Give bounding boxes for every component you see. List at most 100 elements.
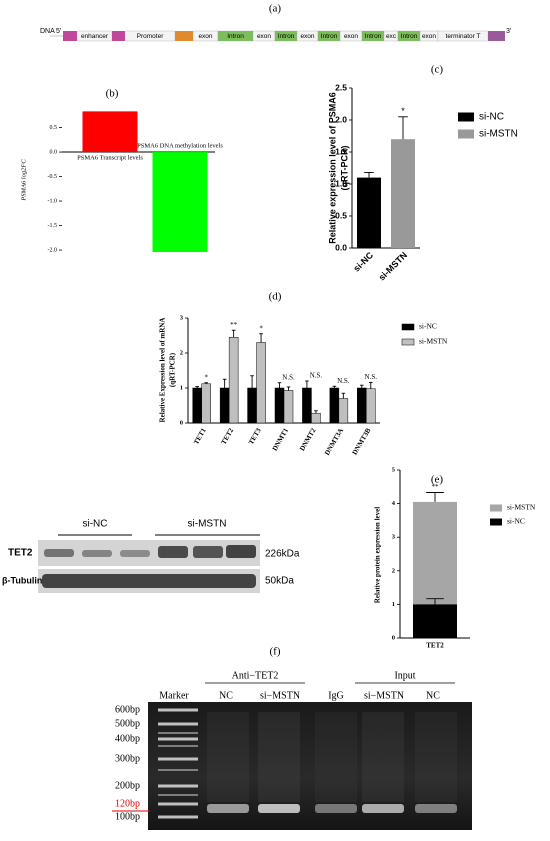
band <box>82 550 112 557</box>
smear <box>207 712 249 802</box>
gel-group: Anti−TET2 <box>232 670 279 681</box>
ladder-band <box>158 802 198 806</box>
y-tick-label: -1.5 <box>48 223 58 229</box>
ladder-band <box>158 784 198 788</box>
category-label: PSMA6 DNA methylation levels <box>137 143 223 150</box>
annotation: N.S. <box>337 377 350 385</box>
annotation: N.S. <box>365 373 378 381</box>
segment-label: exon <box>344 33 358 40</box>
ladder-band <box>158 794 198 796</box>
gene-block <box>488 31 505 41</box>
segment-label: exon <box>300 33 314 40</box>
ladder-band <box>158 732 198 734</box>
ladder-label: 120bp <box>115 798 140 809</box>
y-tick-label: 5 <box>392 466 396 473</box>
sample-band <box>258 804 300 813</box>
lane-label: NC <box>426 690 440 701</box>
sample-band <box>362 804 404 813</box>
lane-label: NC <box>219 690 233 701</box>
bar <box>192 387 202 424</box>
bar <box>274 387 285 424</box>
gel-group: Input <box>394 670 415 681</box>
panel-label: (c) <box>431 64 444 76</box>
blot-size: 226kDa <box>265 549 300 560</box>
segment-label: exc <box>386 33 397 40</box>
bar <box>338 398 349 424</box>
lane-label: si−MSTN <box>260 690 300 701</box>
band <box>44 549 74 557</box>
ladder-band <box>158 722 198 726</box>
band <box>226 545 256 558</box>
bar <box>256 342 266 424</box>
ladder-label: 200bp <box>115 780 140 791</box>
bar <box>219 387 230 424</box>
annotation: * <box>401 106 405 116</box>
y-tick-label: 1.0 <box>335 178 347 188</box>
segment-label: exon <box>422 33 436 40</box>
blot-row: TET2 <box>8 548 33 559</box>
y-tick-label: 2.0 <box>335 114 347 124</box>
y-tick-label: 0.5 <box>335 210 347 220</box>
segment-label: Intron <box>227 33 244 40</box>
y-axis-label: Relative Expression level of mRNA <box>159 318 167 423</box>
y-axis-label: (qRT-PCR) <box>339 146 349 191</box>
legend-swatch <box>458 112 474 122</box>
lane-label: si−MSTN <box>364 690 404 701</box>
y-axis-label: (qRT-PCR) <box>169 352 177 387</box>
segment-label: terminator T <box>446 33 481 40</box>
band <box>158 546 188 558</box>
segment-label: Intron <box>278 33 295 40</box>
sample-band <box>207 804 249 813</box>
ladder-band <box>158 769 198 771</box>
segment-label: Intron <box>365 33 382 40</box>
y-tick-label: 0 <box>180 419 183 426</box>
legend-swatch <box>490 518 502 526</box>
bar <box>391 139 415 248</box>
y-tick-label: -1.0 <box>48 198 58 204</box>
ladder-band <box>158 708 198 712</box>
bar <box>302 387 312 424</box>
ladder-band <box>158 757 198 761</box>
lane-label: Marker <box>159 690 189 701</box>
legend-label: si-NC <box>479 112 504 123</box>
ladder-label: 400bp <box>115 733 140 744</box>
gene-block <box>112 31 125 41</box>
bar <box>413 604 457 638</box>
panel-label: (d) <box>269 291 282 303</box>
blot-row: β-Tubulin <box>2 575 42 585</box>
gel-bands <box>158 708 457 819</box>
y-axis-label: PSMA6 log2FC <box>20 159 27 202</box>
ladder-label: 600bp <box>115 704 140 715</box>
segment-label: exon <box>257 33 271 40</box>
bar <box>228 337 239 424</box>
five-prime: 5' <box>56 28 61 35</box>
y-tick-label: 3 <box>392 534 396 541</box>
bar <box>366 388 376 424</box>
sample-band <box>315 804 357 813</box>
bar <box>247 387 257 424</box>
bar <box>329 387 340 424</box>
annotation: * <box>204 373 208 381</box>
legend-label: si-NC <box>507 517 525 526</box>
band <box>193 546 223 558</box>
category-label: PSMA6 Transcript levels <box>77 155 143 162</box>
y-tick-label: -0.5 <box>48 174 58 180</box>
legend-label: si-MSTN <box>507 503 536 512</box>
blot-group: si-MSTN <box>188 519 227 530</box>
blot-group: si-NC <box>83 519 108 530</box>
y-tick-label: 4 <box>392 500 396 507</box>
bar <box>357 387 367 424</box>
annotation: * <box>259 324 263 332</box>
y-tick-label: 2 <box>392 567 395 574</box>
y-tick-label: 2 <box>180 349 183 356</box>
legend-swatch <box>401 338 415 346</box>
annotation: ** <box>230 321 238 329</box>
y-tick-label: 0 <box>392 634 395 641</box>
lane-label: IgG <box>328 690 344 701</box>
blot-size: 50kDa <box>265 576 294 587</box>
segment-label: Intron <box>321 33 338 40</box>
y-tick-label: 1 <box>180 384 183 391</box>
y-tick-label: 0.5 <box>50 125 58 131</box>
y-tick-label: 2.5 <box>335 82 347 92</box>
